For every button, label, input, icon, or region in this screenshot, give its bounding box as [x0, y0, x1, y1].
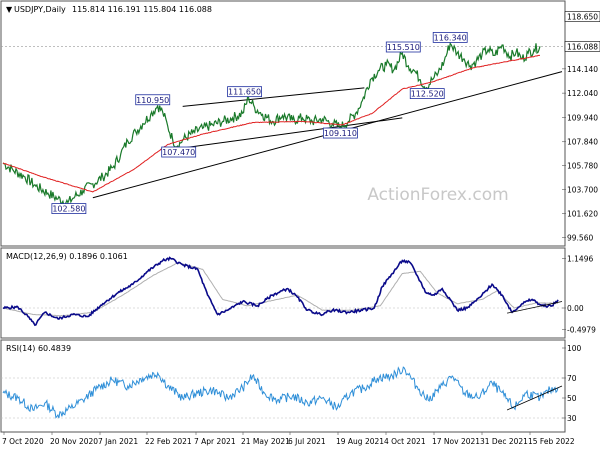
price-axis-label: 114.140 — [567, 65, 598, 74]
watermark: ActionForex.com — [367, 185, 508, 205]
rsi-series-group — [1, 366, 565, 419]
price-axis-label: 116.088 — [567, 42, 598, 51]
x-axis-label: 31 Dec 2021 — [480, 437, 528, 446]
price-axis-label: 101.620 — [567, 210, 598, 219]
macd-trendline — [507, 301, 563, 314]
rsi-trendline — [506, 385, 563, 411]
price-annotation: 115.510 — [385, 41, 421, 53]
price-annotation: 102.580 — [51, 203, 87, 214]
macd-panel — [0, 247, 566, 339]
price-axis-label: 118.650 — [567, 13, 598, 22]
price-annotation: 109.110 — [322, 127, 358, 139]
macd-axis-label: 0.00 — [567, 304, 584, 313]
price-annotation-label: 112.520 — [411, 90, 444, 99]
price-annotation: 116.340 — [432, 32, 468, 43]
price-trendline — [182, 117, 403, 149]
high-price-badge: 118.650 — [564, 11, 600, 22]
price-annotation-label: 109.110 — [324, 129, 357, 138]
x-axis-label: 6 Jul 2021 — [288, 437, 326, 446]
x-axis-label: 17 Nov 2021 — [432, 437, 480, 446]
x-axis-label: 22 Feb 2021 — [145, 437, 192, 446]
axis-labels-group: 118.650 116.088 114.140 112.040 109.940 107.8… — [2, 11, 600, 446]
price-axis-label: 112.040 — [567, 89, 598, 98]
price-series-line — [2, 41, 541, 208]
rsi-axis-label: 100 — [567, 344, 582, 353]
price-axis-label: 107.840 — [567, 138, 598, 147]
rsi-axis-label: 50 — [567, 394, 577, 403]
price-annotation-label: 107.470 — [162, 148, 195, 157]
symbol-arrow-icon: ▼ — [6, 5, 13, 14]
rsi-title: RSI(14) 60.4839 — [6, 344, 71, 353]
x-axis-label: 7 Oct 2020 — [2, 437, 44, 446]
price-axis-label: 109.940 — [567, 113, 598, 122]
macd-title: MACD(12,26,9) 0.1896 0.1061 — [6, 252, 128, 261]
price-annotation: 110.950 — [135, 94, 171, 106]
symbol-label: USDJPY,Daily — [14, 5, 66, 14]
x-axis-label: 20 Nov 2020 — [50, 437, 98, 446]
x-axis-label: 19 Aug 2021 — [336, 437, 384, 446]
price-annotation-label: 111.650 — [228, 88, 261, 97]
ohlc-values: 115.814 116.191 115.804 116.088 — [72, 5, 212, 14]
x-axis-label: 7 Apr 2021 — [194, 437, 236, 446]
price-annotation-label: 115.510 — [387, 43, 420, 52]
x-axis-label: 15 Feb 2022 — [528, 437, 575, 446]
price-annotation: 111.650 — [227, 86, 262, 98]
price-annotation-label: 110.950 — [136, 96, 169, 105]
moving-average-line — [2, 54, 540, 193]
x-axis-label: 4 Oct 2021 — [384, 437, 426, 446]
price-annotation-label: 102.580 — [52, 205, 85, 214]
price-axis-label: 103.700 — [567, 186, 598, 195]
macd-line — [2, 256, 559, 327]
macd-axis-label: -0.4979 — [567, 325, 596, 334]
last-price-badge: 116.088 — [564, 41, 600, 52]
rsi-axis-label: 70 — [567, 374, 577, 383]
price-panel — [0, 0, 566, 247]
price-axis-label: 105.780 — [567, 162, 598, 171]
price-series-group: 110.950 111.650 107.470 102.580 109.110 115.5… — [1, 32, 565, 214]
price-annotation-label: 116.340 — [434, 33, 467, 42]
price-annotation: 112.520 — [409, 88, 445, 99]
price-trendline — [182, 87, 365, 107]
price-annotation: 107.470 — [161, 146, 197, 158]
price-axis-label: 99.560 — [567, 234, 593, 243]
rsi-line — [2, 366, 559, 419]
rsi-axis-label: 30 — [567, 414, 577, 423]
x-axis-label: 7 Jan 2021 — [98, 437, 138, 446]
macd-axis-label: 1.1496 — [567, 254, 593, 263]
x-axis-label: 21 May 2021 — [241, 437, 290, 446]
macd-series-group — [1, 256, 565, 327]
